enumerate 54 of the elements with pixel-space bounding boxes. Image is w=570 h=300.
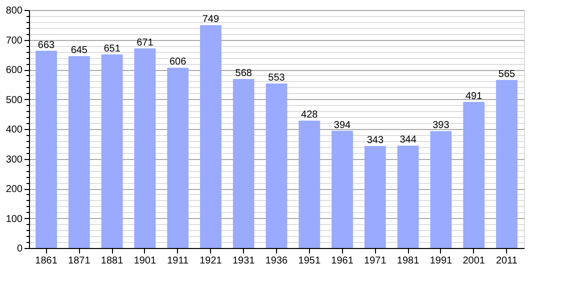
y-tick-label: 500 <box>6 94 23 106</box>
y-tick-label: 100 <box>6 214 23 225</box>
data-label: 645 <box>70 45 88 56</box>
x-tick-label: 1981 <box>396 256 420 266</box>
data-label: 428 <box>301 110 318 121</box>
y-tick-label: 0 <box>16 244 23 254</box>
bar <box>463 102 485 248</box>
data-label: 491 <box>466 90 483 102</box>
x-tick-label: 1991 <box>430 256 453 266</box>
bar <box>200 25 222 248</box>
data-label: 651 <box>104 43 121 54</box>
bar <box>101 54 123 248</box>
data-label: 343 <box>366 134 384 146</box>
data-label: 393 <box>432 120 450 132</box>
data-label: 749 <box>202 14 220 26</box>
y-tick-label: 200 <box>6 184 23 195</box>
bar <box>364 146 386 248</box>
x-tick-label: 1871 <box>68 256 91 266</box>
x-tick-label: 2011 <box>496 256 518 266</box>
x-tick-label: 2001 <box>462 256 486 266</box>
data-label: 565 <box>498 68 516 80</box>
data-label: 671 <box>136 37 154 48</box>
bar <box>232 79 254 248</box>
bar <box>397 146 419 248</box>
bar <box>298 120 320 248</box>
bar <box>266 83 288 248</box>
data-label: 344 <box>400 134 417 146</box>
y-tick-label: 700 <box>6 35 23 46</box>
data-label: 663 <box>38 40 56 51</box>
x-tick-label: 1961 <box>331 256 354 266</box>
y-tick-label: 400 <box>6 124 23 136</box>
x-tick-label: 1911 <box>167 256 190 266</box>
x-tick-label: 1931 <box>232 256 256 266</box>
bar <box>430 131 452 248</box>
bar <box>496 80 518 248</box>
x-tick-label: 1936 <box>265 256 288 266</box>
x-tick-label: 1881 <box>100 256 124 266</box>
x-tick-label: 1921 <box>200 256 222 266</box>
data-label: 553 <box>268 72 286 84</box>
y-tick-label: 600 <box>6 65 23 76</box>
x-tick-label: 1951 <box>298 256 321 266</box>
x-tick-label: 1971 <box>364 256 387 266</box>
x-tick-label: 1901 <box>134 256 156 266</box>
bar <box>332 130 353 248</box>
data-label: 606 <box>169 56 187 68</box>
data-label: 568 <box>235 68 252 80</box>
bar <box>36 50 57 248</box>
y-tick-label: 300 <box>6 154 23 166</box>
bar <box>68 56 90 248</box>
y-tick-label: 800 <box>6 6 23 16</box>
bar <box>167 68 189 248</box>
data-label: 394 <box>334 120 352 131</box>
x-tick-label: 1861 <box>35 256 58 266</box>
bar <box>134 48 156 248</box>
